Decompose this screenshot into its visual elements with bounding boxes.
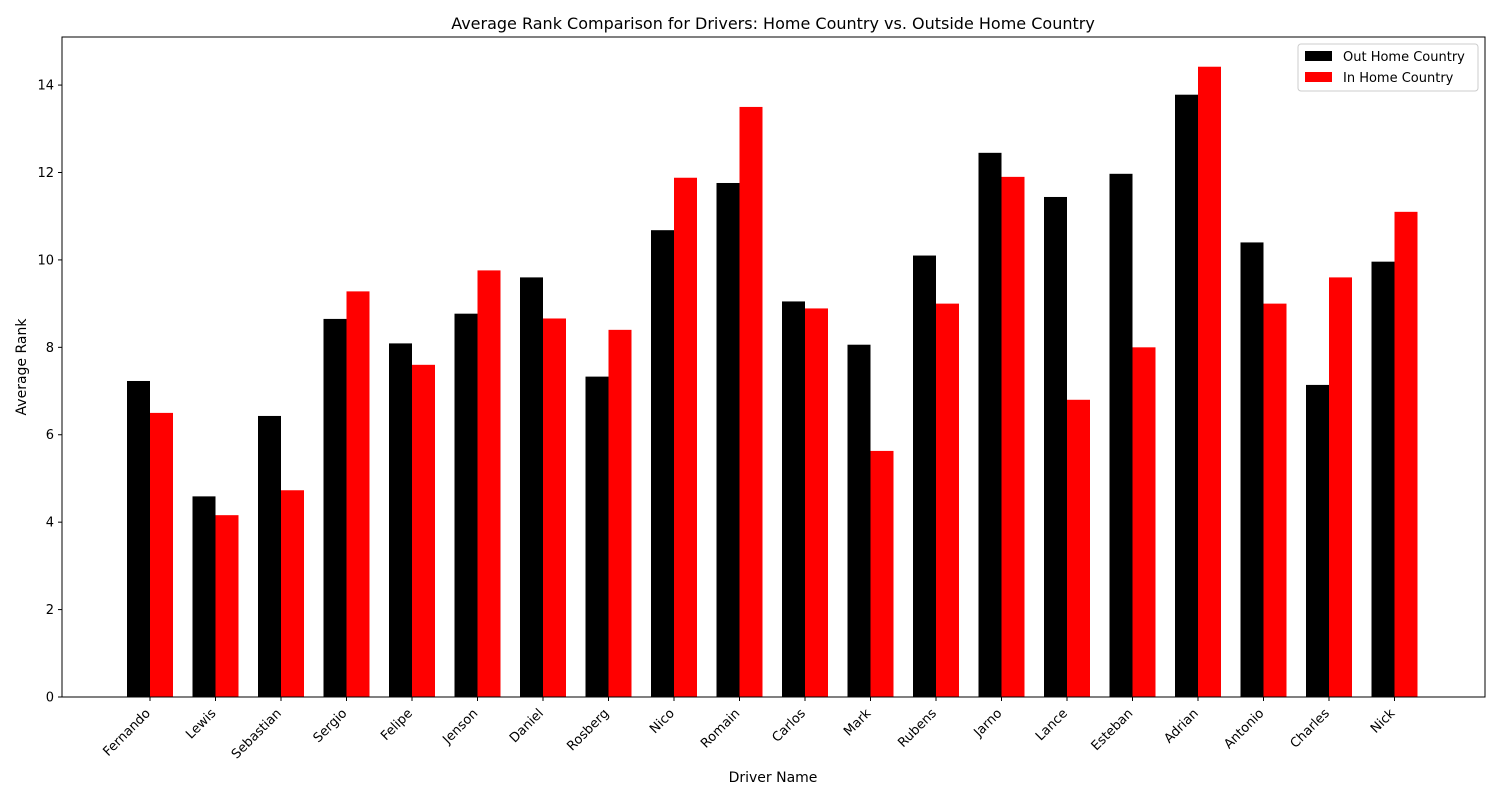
bar-out-home-sebastian (258, 415, 281, 697)
bars (127, 66, 1418, 698)
bar-in-home-lance (1067, 399, 1090, 697)
x-tick-label: Lance (1033, 706, 1071, 744)
bar-out-home-sergio (323, 318, 347, 697)
bar-in-home-nick (1394, 211, 1418, 697)
x-tick-label: Sebastian (229, 706, 285, 762)
x-tick-label: Rubens (895, 706, 940, 751)
bar-in-home-lewis (215, 515, 239, 697)
x-tick-label: Nick (1368, 706, 1399, 737)
bar-in-home-antonio (1263, 303, 1287, 697)
legend-swatch-out-home (1305, 51, 1332, 61)
bar-in-home-sergio (346, 291, 370, 697)
bar-out-home-felipe (389, 343, 412, 697)
legend-swatch-in-home (1305, 72, 1332, 82)
x-tick-label: Daniel (507, 706, 547, 746)
bar-out-home-charles (1306, 384, 1329, 697)
y-tick-label: 14 (37, 79, 54, 94)
y-tick-label: 10 (37, 253, 54, 268)
x-tick-label: Rosberg (564, 706, 612, 754)
legend-label-out-home: Out Home Country (1343, 50, 1465, 65)
bar-out-home-esteban (1109, 173, 1133, 697)
x-tick-label: Charles (1288, 706, 1333, 751)
x-tick-label: Adrian (1161, 706, 1201, 746)
y-tick-label: 6 (46, 428, 54, 443)
bar-in-home-esteban (1132, 347, 1156, 697)
bar-out-home-nico (651, 230, 674, 697)
x-axis-label: Driver Name (729, 770, 818, 786)
x-tick-label: Sergio (311, 706, 351, 746)
bar-in-home-sebastian (281, 490, 304, 697)
bar-out-home-rosberg (585, 376, 609, 697)
bar-in-home-rosberg (608, 329, 632, 697)
y-axis-label: Average Rank (14, 318, 30, 416)
x-tick-label: Jarno (971, 706, 1006, 741)
x-tick-label: Antonio (1221, 706, 1267, 752)
bar-in-home-romain (739, 106, 763, 697)
x-tick-label: Lewis (183, 706, 219, 742)
bar-in-home-rubens (936, 303, 959, 697)
x-tick-label: Nico (647, 706, 678, 737)
y-axis-ticks: 0 2 4 6 8 10 12 14 (37, 79, 62, 706)
bar-in-home-adrian (1198, 66, 1221, 697)
chart-title: Average Rank Comparison for Drivers: Hom… (451, 14, 1095, 33)
x-tick-label: Romain (698, 706, 743, 751)
x-tick-label: Esteban (1089, 706, 1137, 754)
bar-out-home-mark (847, 344, 871, 697)
y-tick-label: 12 (37, 166, 54, 181)
x-tick-label: Fernando (100, 706, 153, 759)
bar-in-home-daniel (543, 318, 566, 697)
legend-label-in-home: In Home Country (1343, 71, 1454, 86)
legend-box (1297, 43, 1479, 92)
y-tick-label: 2 (46, 603, 54, 618)
bar-in-home-jenson (477, 270, 501, 697)
bar-in-home-nico (674, 177, 697, 698)
y-tick-label: 8 (46, 341, 54, 356)
x-axis-ticks: Fernando Lewis Sebastian Sergio Felipe Jenson… (100, 697, 1399, 762)
bar-in-home-carlos (805, 308, 828, 697)
x-tick-label: Mark (841, 706, 875, 740)
legend: Out Home Country In Home Country (1297, 43, 1479, 92)
bar-in-home-fernando (150, 412, 173, 697)
bar-out-home-lance (1044, 196, 1067, 697)
bar-out-home-carlos (782, 301, 805, 697)
x-tick-label: Carlos (769, 706, 809, 746)
x-tick-label: Felipe (378, 706, 416, 744)
bar-out-home-adrian (1175, 94, 1198, 697)
x-tick-label: Jenson (440, 706, 482, 748)
bar-out-home-romain (716, 182, 740, 697)
bar-out-home-daniel (520, 277, 543, 697)
bar-out-home-antonio (1240, 242, 1264, 697)
bar-out-home-lewis (192, 496, 216, 697)
bar-out-home-nick (1371, 261, 1395, 697)
bar-in-home-mark (870, 450, 894, 697)
bar-out-home-fernando (127, 380, 150, 697)
plot-frame (61, 36, 1486, 698)
bar-in-home-felipe (412, 364, 435, 697)
y-tick-label: 0 (46, 691, 54, 706)
bar-out-home-jarno (978, 152, 1002, 697)
bar-out-home-rubens (913, 255, 936, 698)
bar-in-home-jarno (1001, 176, 1025, 697)
y-tick-label: 4 (46, 516, 54, 531)
bar-in-home-charles (1329, 277, 1352, 697)
bar-out-home-jenson (454, 313, 478, 697)
